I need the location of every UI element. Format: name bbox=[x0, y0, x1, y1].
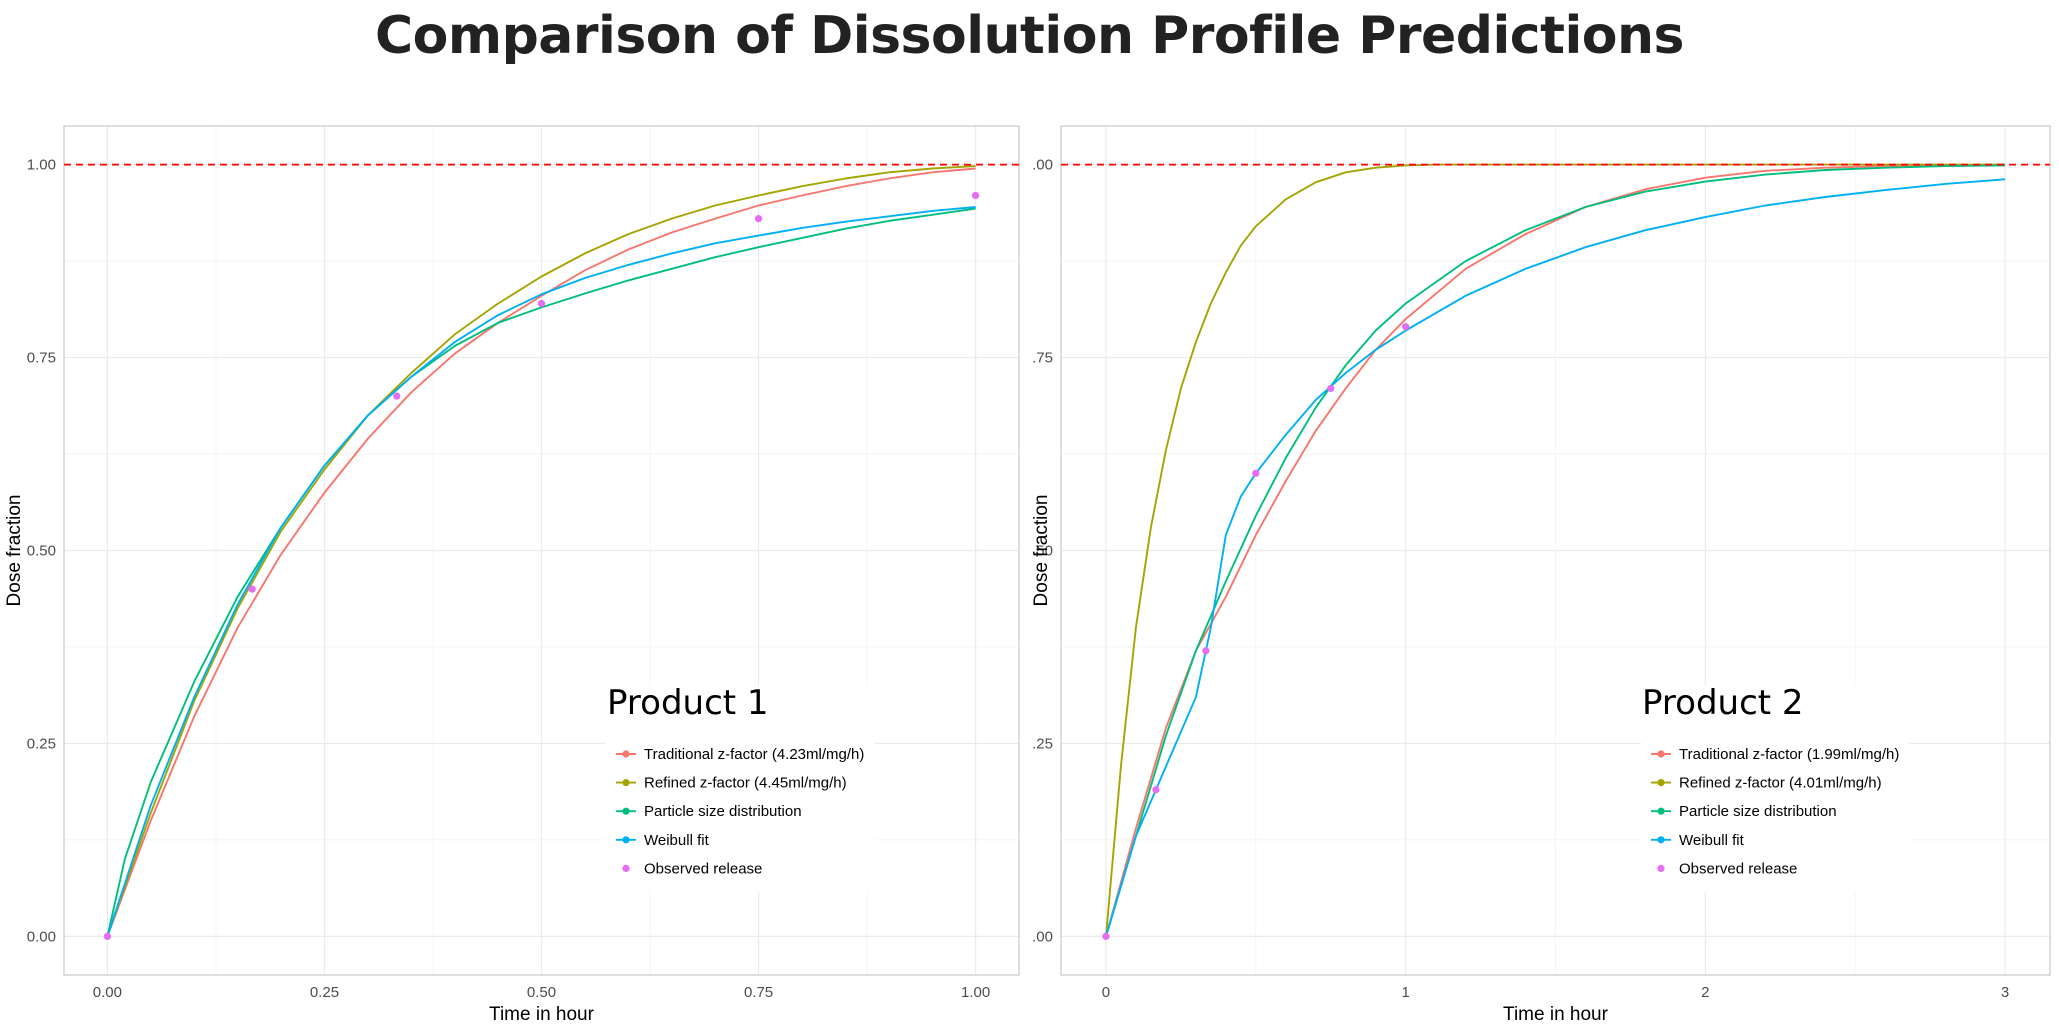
panel-title: Product 2 bbox=[1642, 683, 1804, 723]
chart-panel-product-1: 0.00 0.25 0.50 0.75 1.00 0.00 0.25 0.50 0.75 1.00… bbox=[4, 125, 1020, 1024]
legend-label: Observed release bbox=[1679, 860, 1797, 877]
legend-label: Particle size distribution bbox=[644, 803, 802, 820]
observed-point bbox=[754, 215, 763, 223]
observed-point bbox=[103, 932, 112, 941]
series-line-traditional-z-factor-4-23ml-mg-h bbox=[106, 167, 976, 937]
x-tick-label: 0.25 bbox=[310, 984, 339, 1001]
observed-point bbox=[1252, 469, 1260, 477]
x-tick-label: 1.00 bbox=[961, 984, 990, 1001]
observed-point bbox=[393, 392, 401, 400]
y-axis-title: Dose fraction bbox=[4, 495, 25, 607]
observed-point bbox=[537, 299, 546, 308]
legend-label: Refined z-factor (4.01ml/mg/h) bbox=[1679, 775, 1882, 792]
y-tick-label: 0.50 bbox=[27, 543, 56, 560]
x-tick-label: 0.00 bbox=[93, 984, 122, 1001]
x-axis-title: Time in hour bbox=[489, 1004, 595, 1024]
legend-key-point bbox=[622, 807, 630, 815]
observed-point bbox=[1152, 786, 1160, 794]
legend-key-point bbox=[622, 779, 630, 787]
y-tick-label: 0.25 bbox=[1033, 735, 1053, 752]
legend-key-point bbox=[1657, 864, 1665, 873]
panel-border bbox=[63, 125, 1020, 976]
x-tick-label: 2 bbox=[1701, 984, 1709, 1001]
series-line-traditional-z-factor-1-99ml-mg-h bbox=[1105, 163, 2006, 937]
legend-key-point bbox=[1657, 779, 1665, 787]
legend-label: Particle size distribution bbox=[1679, 803, 1837, 820]
panel-border bbox=[1060, 125, 2051, 976]
panel-title: Product 1 bbox=[607, 683, 769, 723]
legend-key-point bbox=[622, 864, 630, 873]
x-tick-label: 0.75 bbox=[744, 984, 773, 1001]
y-axis-title: Dose fraction bbox=[1033, 495, 1052, 607]
observed-point bbox=[1402, 323, 1410, 331]
legend-label: Traditional z-factor (1.99ml/mg/h) bbox=[1679, 746, 1899, 763]
series-line-weibull-fit bbox=[106, 206, 976, 937]
x-tick-label: 0.50 bbox=[527, 984, 556, 1001]
x-axis-title: Time in hour bbox=[1503, 1004, 1609, 1024]
legend-key-point bbox=[1657, 836, 1665, 844]
figure-title: Comparison of Dissolution Profile Predic… bbox=[375, 6, 1684, 66]
legend-key-point bbox=[622, 750, 630, 758]
x-tick-label: 3 bbox=[2001, 984, 2009, 1001]
legend-box bbox=[606, 686, 874, 892]
observed-point bbox=[1327, 384, 1335, 393]
x-tick-label: 0 bbox=[1102, 984, 1110, 1001]
series-line-refined-z-factor-4-45ml-mg-h bbox=[106, 165, 976, 937]
observed-point bbox=[971, 191, 980, 200]
series-line-particle-size-distribution bbox=[106, 207, 976, 937]
legend-key-point bbox=[1657, 807, 1665, 815]
legend-label: Weibull fit bbox=[1679, 832, 1745, 849]
series-line-particle-size-distribution bbox=[1105, 164, 2006, 937]
observed-point bbox=[248, 585, 256, 593]
legend-label: Weibull fit bbox=[644, 832, 710, 849]
legend-label: Refined z-factor (4.45ml/mg/h) bbox=[644, 775, 847, 792]
legend-key-point bbox=[1657, 750, 1665, 758]
observed-point bbox=[1102, 932, 1110, 941]
legend-box bbox=[1641, 686, 1909, 892]
y-tick-label: 0.75 bbox=[1033, 350, 1053, 367]
y-tick-label: 0.00 bbox=[27, 928, 56, 945]
y-tick-label: 0.75 bbox=[27, 350, 56, 367]
y-tick-label: 0.00 bbox=[1033, 928, 1053, 945]
x-tick-label: 1 bbox=[1401, 984, 1409, 1001]
y-tick-label: 1.00 bbox=[27, 157, 56, 174]
y-tick-label: 0.50 bbox=[1033, 543, 1053, 560]
chart-panel-product-2: 0 1 2 3 0.00 0.25 0.50 0.75 1.00 Time in hour Dose… bbox=[1033, 125, 2051, 1024]
legend-label: Traditional z-factor (4.23ml/mg/h) bbox=[644, 746, 864, 763]
legend-key-point bbox=[622, 836, 630, 844]
observed-point bbox=[1202, 647, 1210, 655]
y-tick-label: 1.00 bbox=[1033, 157, 1053, 174]
legend-label: Observed release bbox=[644, 860, 762, 877]
y-tick-label: 0.25 bbox=[27, 735, 56, 752]
